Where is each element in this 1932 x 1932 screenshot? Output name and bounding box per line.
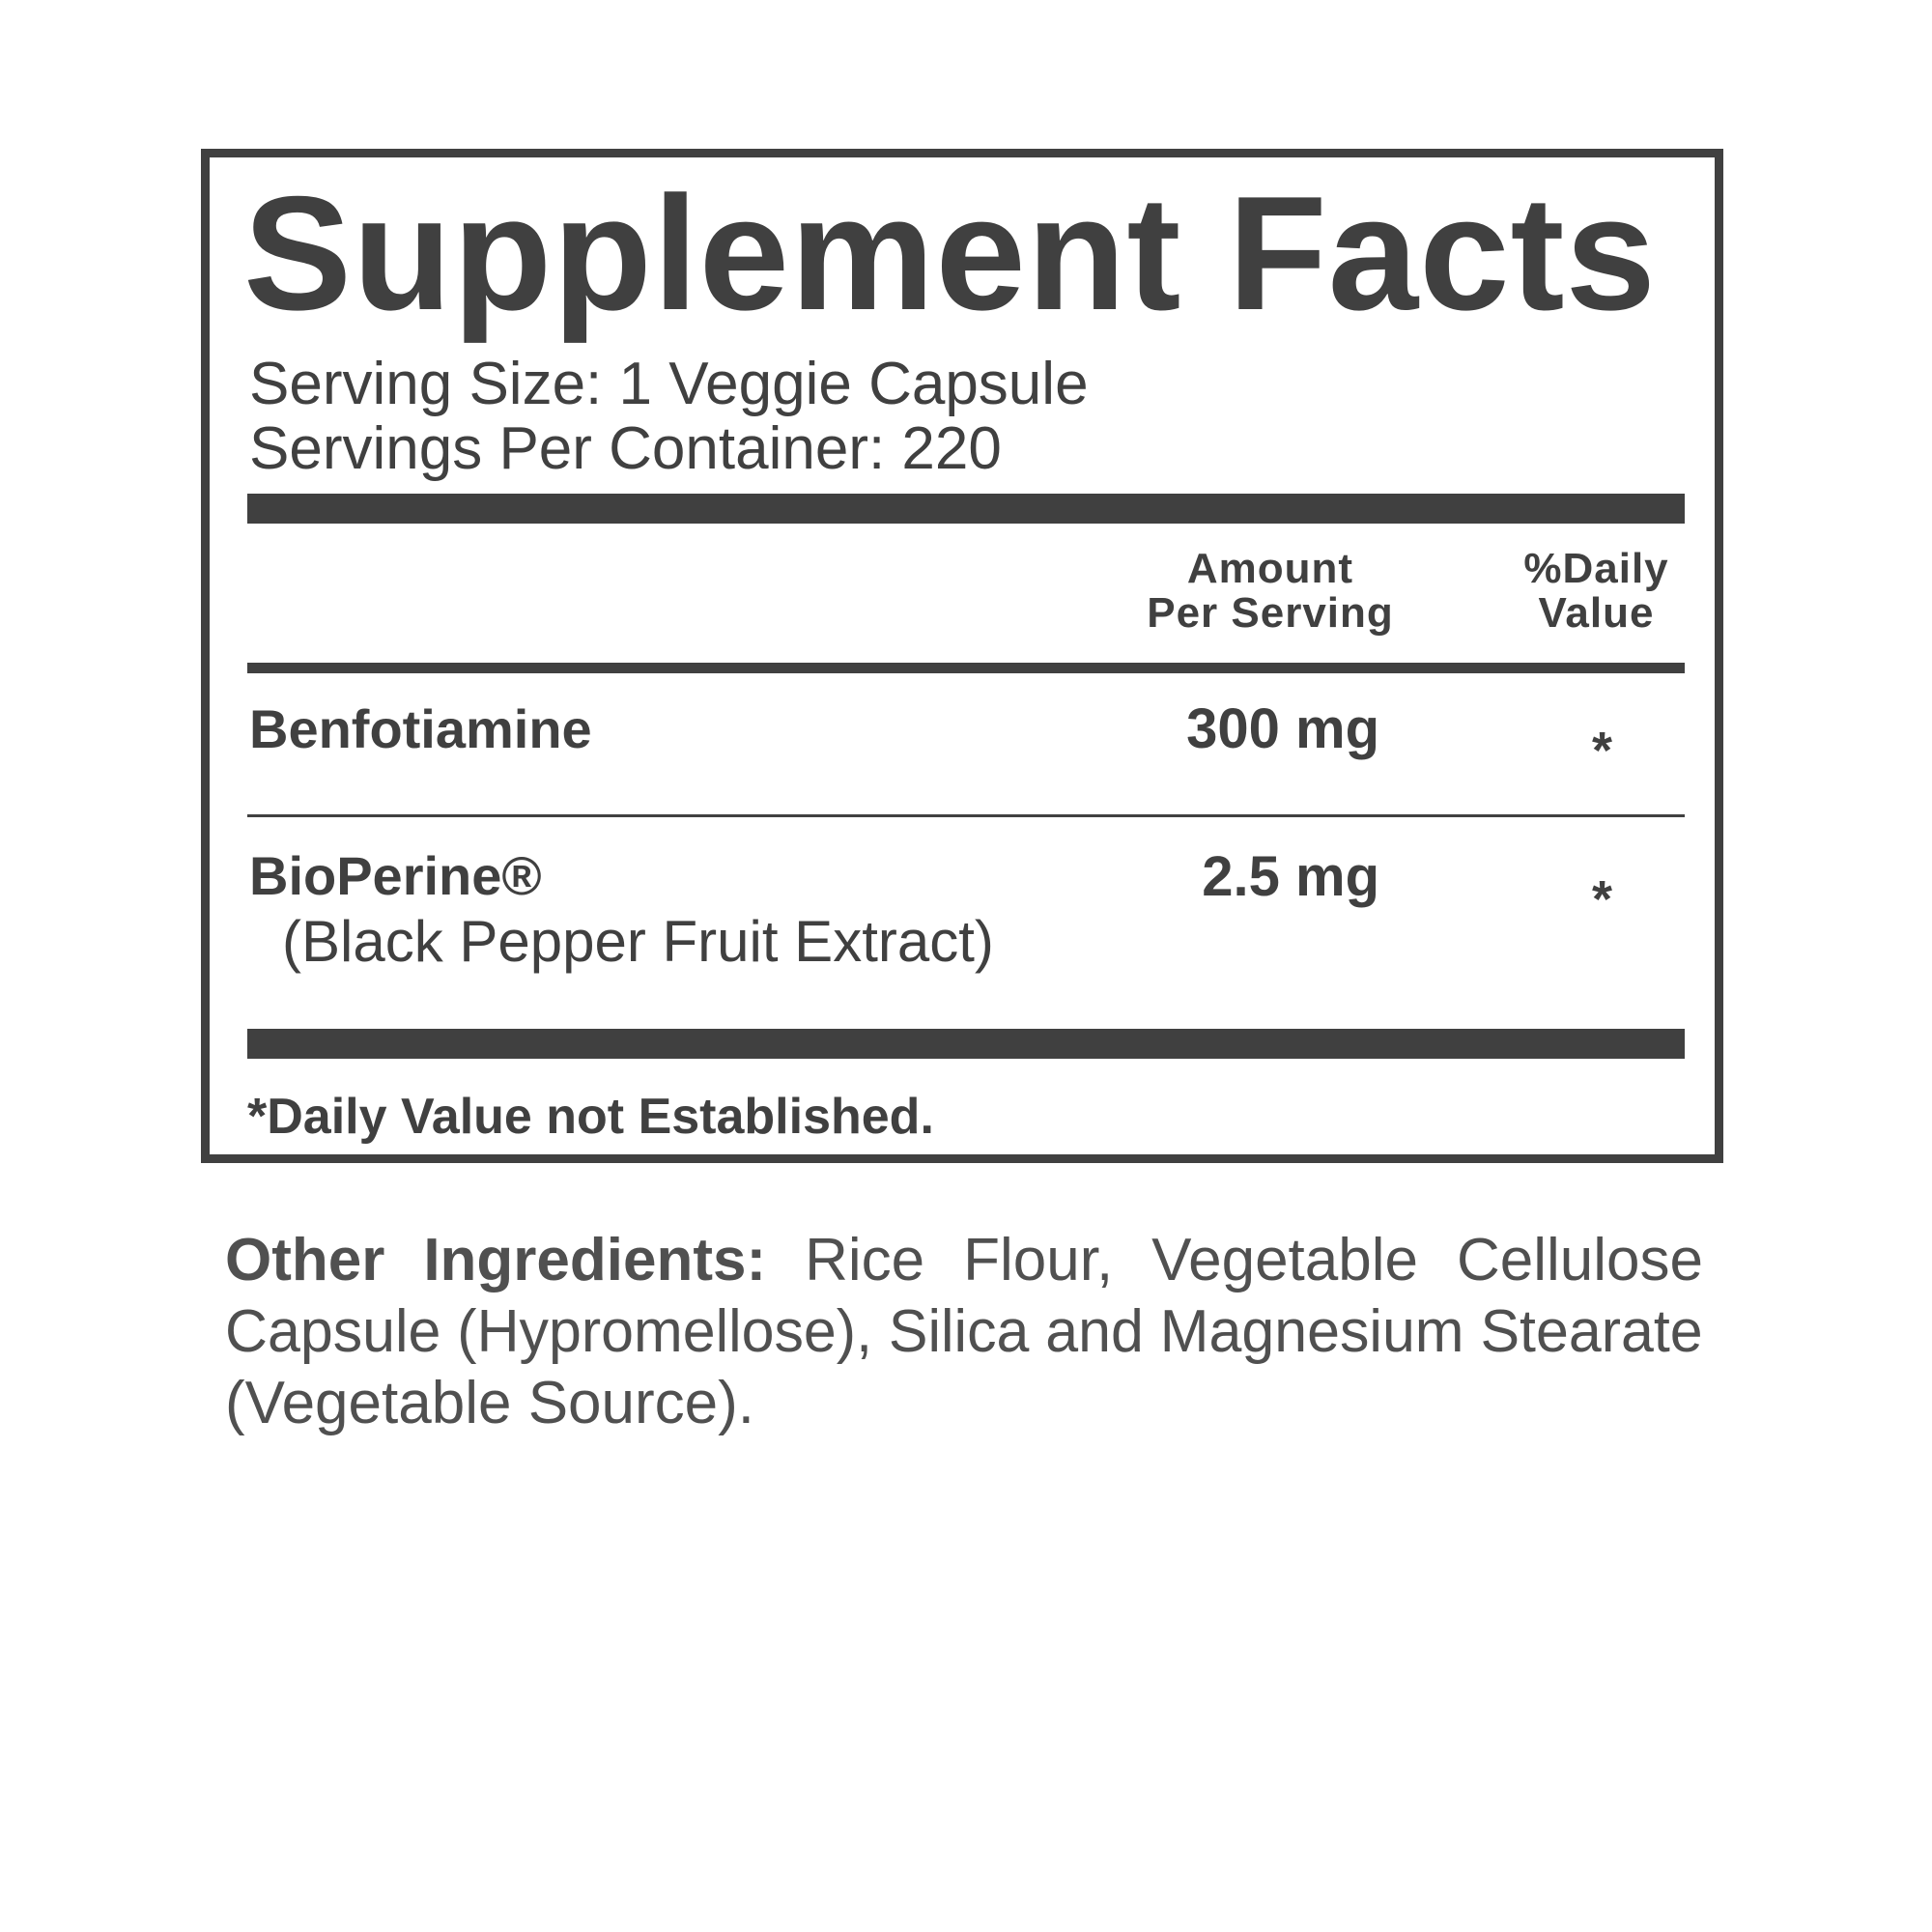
amount-header-line2: Per Serving (1147, 589, 1394, 637)
dv-header-line2: Value (1538, 589, 1655, 637)
ingredient-amount: 300 mg (1186, 697, 1379, 760)
amount-header-line1: Amount (1186, 545, 1354, 592)
medium-divider (247, 663, 1685, 673)
ingredient-name: Benfotiamine (249, 698, 592, 759)
footnote: *Daily Value not Established. (247, 1089, 934, 1145)
ingredient-subtitle: (Black Pepper Fruit Extract) (282, 909, 994, 974)
servings-per-container: Servings Per Container: 220 (249, 415, 1002, 482)
thick-divider (247, 1029, 1685, 1059)
panel-title: Supplement Facts (243, 162, 1657, 344)
serving-size: Serving Size: 1 Veggie Capsule (249, 351, 1089, 417)
other-ingredients-line: Capsule (Hypromellose), Silica and Magne… (225, 1298, 1703, 1365)
thin-divider (247, 814, 1685, 817)
other-ingredients-line: Other Ingredients: Rice Flour, Vegetable… (225, 1225, 1703, 1296)
other-ingredients: Other Ingredients: Rice Flour, Vegetable… (225, 1225, 1703, 1439)
other-ingredients-line: (Vegetable Source). (225, 1370, 755, 1436)
ingredient-amount: 2.5 mg (1202, 845, 1379, 908)
ingredient-name: BioPerine® (249, 845, 542, 906)
supplement-facts-panel (201, 149, 1723, 1163)
ingredient-dv: * (1592, 722, 1613, 780)
amount-per-serving-header: Amount Per Serving (1121, 547, 1420, 636)
daily-value-header: %Daily Value (1507, 547, 1686, 636)
ingredient-dv: * (1592, 870, 1613, 928)
other-ingredients-label: Other Ingredients: (225, 1227, 767, 1293)
other-ingredients-text: Rice Flour, Vegetable Cellulose (805, 1227, 1703, 1293)
thick-divider (247, 494, 1685, 524)
dv-header-line1: %Daily (1523, 545, 1669, 592)
